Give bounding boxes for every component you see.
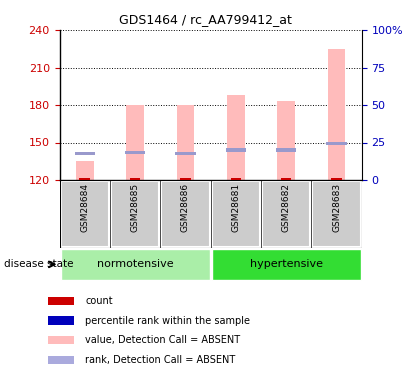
Text: GSM28682: GSM28682	[282, 183, 291, 232]
FancyBboxPatch shape	[161, 181, 210, 247]
Text: GSM28681: GSM28681	[231, 183, 240, 232]
Bar	[48, 336, 74, 345]
FancyBboxPatch shape	[262, 181, 310, 247]
Text: GSM28683: GSM28683	[332, 183, 341, 232]
Text: value, Detection Call = ABSENT: value, Detection Call = ABSENT	[85, 335, 240, 345]
FancyBboxPatch shape	[111, 181, 159, 247]
Text: hypertensive: hypertensive	[249, 260, 323, 269]
Bar	[281, 178, 291, 180]
Bar	[130, 178, 141, 180]
Bar	[125, 151, 145, 154]
Bar	[276, 148, 296, 152]
Bar	[75, 152, 95, 155]
FancyBboxPatch shape	[60, 249, 210, 280]
Bar	[331, 178, 342, 180]
Bar	[328, 49, 345, 180]
Text: GSM28685: GSM28685	[131, 183, 140, 232]
Bar	[277, 101, 295, 180]
Text: count: count	[85, 296, 113, 306]
FancyBboxPatch shape	[212, 249, 361, 280]
Bar	[48, 356, 74, 364]
Bar	[226, 148, 246, 152]
FancyBboxPatch shape	[312, 181, 361, 247]
Text: GSM28684: GSM28684	[80, 183, 89, 232]
Bar	[227, 95, 245, 180]
Bar	[126, 105, 144, 180]
Text: rank, Detection Call = ABSENT: rank, Detection Call = ABSENT	[85, 355, 236, 365]
Bar	[175, 152, 196, 155]
Bar	[177, 105, 194, 180]
Bar	[180, 178, 191, 180]
Text: GSM28686: GSM28686	[181, 183, 190, 232]
Text: percentile rank within the sample: percentile rank within the sample	[85, 315, 250, 326]
FancyBboxPatch shape	[212, 181, 260, 247]
Text: disease state: disease state	[4, 260, 74, 269]
Text: normotensive: normotensive	[97, 260, 173, 269]
Bar	[79, 178, 90, 180]
Bar	[231, 178, 241, 180]
Bar	[76, 161, 94, 180]
Bar	[48, 316, 74, 325]
Bar	[48, 297, 74, 305]
Text: GDS1464 / rc_AA799412_at: GDS1464 / rc_AA799412_at	[119, 13, 292, 26]
Bar	[326, 142, 346, 146]
FancyBboxPatch shape	[60, 181, 109, 247]
